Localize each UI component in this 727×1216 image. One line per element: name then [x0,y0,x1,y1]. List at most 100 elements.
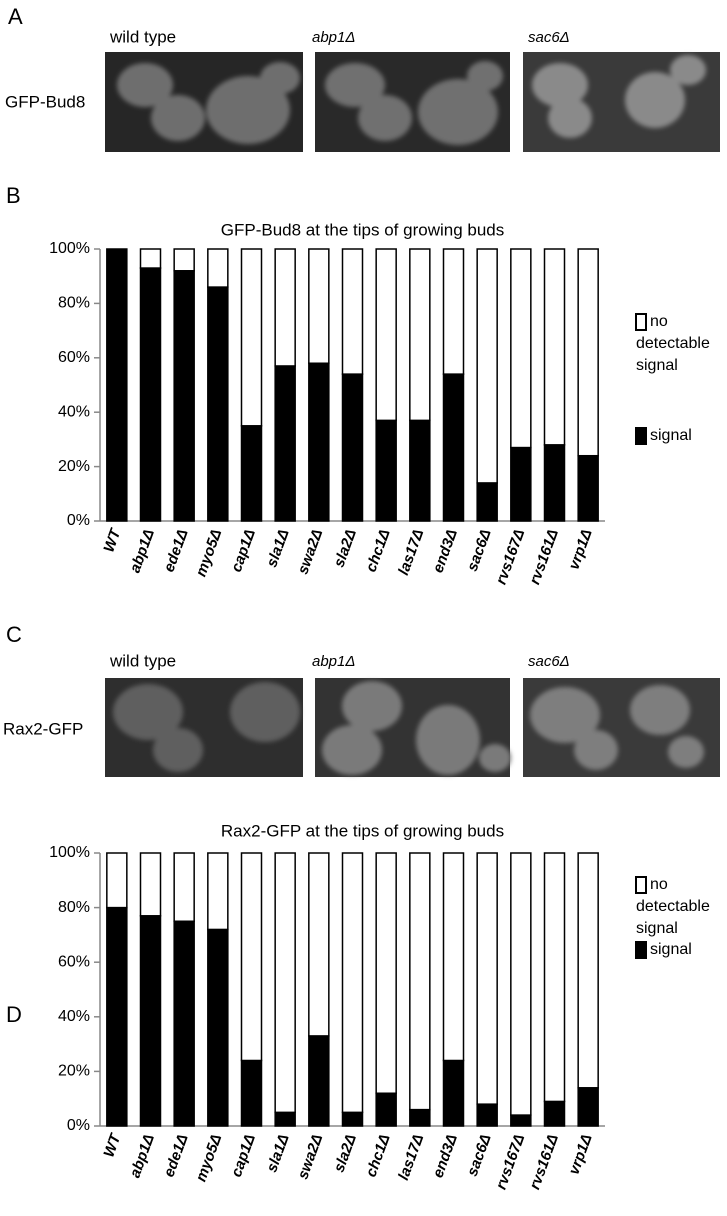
bar-segment [240,425,263,522]
bar-segment [106,852,128,909]
row-label: GFP-Bud8 [5,92,85,111]
panel-label: A [8,4,23,29]
bar-segment [510,446,532,522]
x-tick-label: rvs167Δ [493,527,529,587]
x-tick-label: sla1Δ [263,1132,292,1175]
x-tick-label: end3Δ [430,527,461,575]
bar-segment [442,852,465,1062]
chart-title: GFP-Bud8 at the tips of growing buds [221,220,505,239]
x-tick-label: myo5Δ [192,527,225,579]
bar-segment [510,248,532,449]
bar-segment [173,270,195,522]
legend-label: no detectable signal [636,876,710,937]
bar-segment [476,852,498,1105]
bar-segment [375,852,397,1094]
bar-segment [543,1100,566,1127]
bar-segment [375,1092,397,1127]
chart-title: Rax2-GFP at the tips of growing buds [221,821,504,840]
row-label: Rax2-GFP [3,719,83,738]
bar-segment [139,915,162,1127]
bar-segment [106,906,128,1127]
legend-swatch [635,876,647,894]
legend-swatch [635,427,647,445]
bar-segment [207,248,229,288]
bar-segment [274,1111,296,1127]
y-tick-label: 100% [49,844,90,861]
y-tick-label: 100% [49,240,90,257]
bar-segment [577,1087,599,1127]
x-tick-label: rvs167Δ [493,1132,529,1192]
panel-label: B [6,183,21,208]
caption: wild type [109,651,176,670]
bar-segment [476,482,498,522]
bar-segment [409,419,431,522]
bar-segment [207,852,229,931]
bar-segment [510,852,532,1116]
bar-segment [207,928,229,1127]
caption: abp1Δ [312,653,355,670]
bar-segment [308,248,330,364]
bar-segment [139,852,162,917]
x-tick-label: vrp1Δ [565,527,595,572]
bar-segment [173,920,195,1127]
bar-segment [308,852,330,1037]
x-tick-label: ede1Δ [161,1132,192,1179]
x-tick-label: sla2Δ [331,1132,360,1175]
bar-segment [139,267,162,522]
bar-segment [476,248,498,484]
y-tick-label: 60% [58,953,90,970]
bar-segment [476,1103,498,1127]
y-tick-label: 40% [58,403,90,420]
y-tick-label: 40% [58,1008,90,1025]
y-tick-label: 20% [58,1063,90,1080]
x-tick-label: rvs161Δ [526,527,562,587]
bar-segment [274,365,296,522]
bar-segment [442,373,465,522]
bar-segment [409,248,431,422]
bar-segment [139,248,162,269]
bar-segment [577,852,599,1089]
bar-segment [341,1111,364,1127]
y-tick-label: 0% [67,512,90,529]
x-tick-label: swa2Δ [294,527,326,577]
x-tick-label: sla2Δ [331,527,360,570]
x-tick-label: rvs161Δ [526,1132,562,1192]
x-tick-label: chc1Δ [363,527,394,574]
bar-segment [106,248,128,522]
bar-segment [543,852,566,1103]
bar-segment [240,248,263,427]
legend-label: no detectable signal [636,313,710,374]
x-tick-label: chc1Δ [363,1132,394,1179]
y-tick-label: 60% [58,349,90,366]
caption: wild type [109,27,176,46]
bar-segment [375,419,397,522]
x-tick-label: sac6Δ [464,527,495,574]
bar-segment [308,362,330,522]
bar-segment [510,1114,532,1127]
bar-segment [341,248,364,375]
bar-segment [442,248,465,375]
y-tick-label: 20% [58,458,90,475]
y-tick-label: 0% [67,1117,90,1134]
bar-segment [341,852,364,1114]
bar-segment [173,852,195,922]
x-tick-label: cap1Δ [228,527,259,574]
x-tick-label: vrp1Δ [565,1132,595,1177]
legend-label: signal [650,427,692,444]
bar-segment [274,852,296,1114]
bar-segment [543,248,566,446]
bar-segment [173,248,195,272]
bar-segment [274,248,296,367]
x-tick-label: abp1Δ [127,527,158,575]
legend-swatch [635,313,647,331]
bar-segment [577,248,599,457]
bar-segment [543,444,566,522]
y-tick-label: 80% [58,899,90,916]
bar-segment [409,1108,431,1127]
bar-segment [341,373,364,522]
x-tick-label: cap1Δ [228,1132,259,1179]
caption: sac6Δ [528,29,570,46]
x-tick-label: WT [100,525,125,554]
bar-segment [577,454,599,522]
